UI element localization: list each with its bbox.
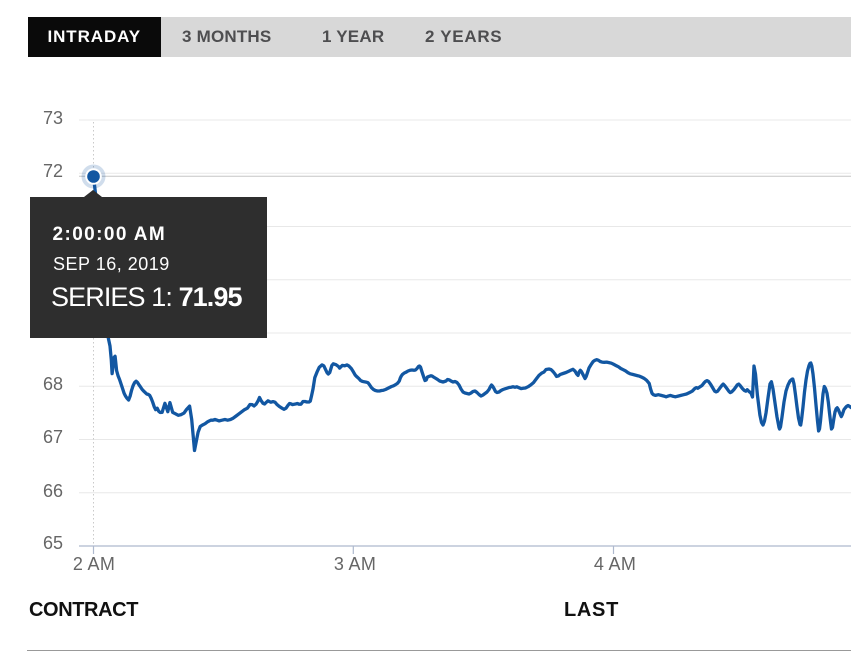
svg-text:67: 67 bbox=[43, 427, 63, 447]
svg-text:2 AM: 2 AM bbox=[73, 554, 115, 574]
svg-text:4 AM: 4 AM bbox=[594, 554, 636, 574]
svg-text:73: 73 bbox=[43, 108, 63, 128]
svg-text:72: 72 bbox=[43, 161, 63, 181]
svg-text:3 AM: 3 AM bbox=[334, 554, 376, 574]
svg-text:66: 66 bbox=[43, 481, 63, 501]
svg-text:65: 65 bbox=[43, 533, 63, 553]
svg-text:68: 68 bbox=[43, 374, 63, 394]
